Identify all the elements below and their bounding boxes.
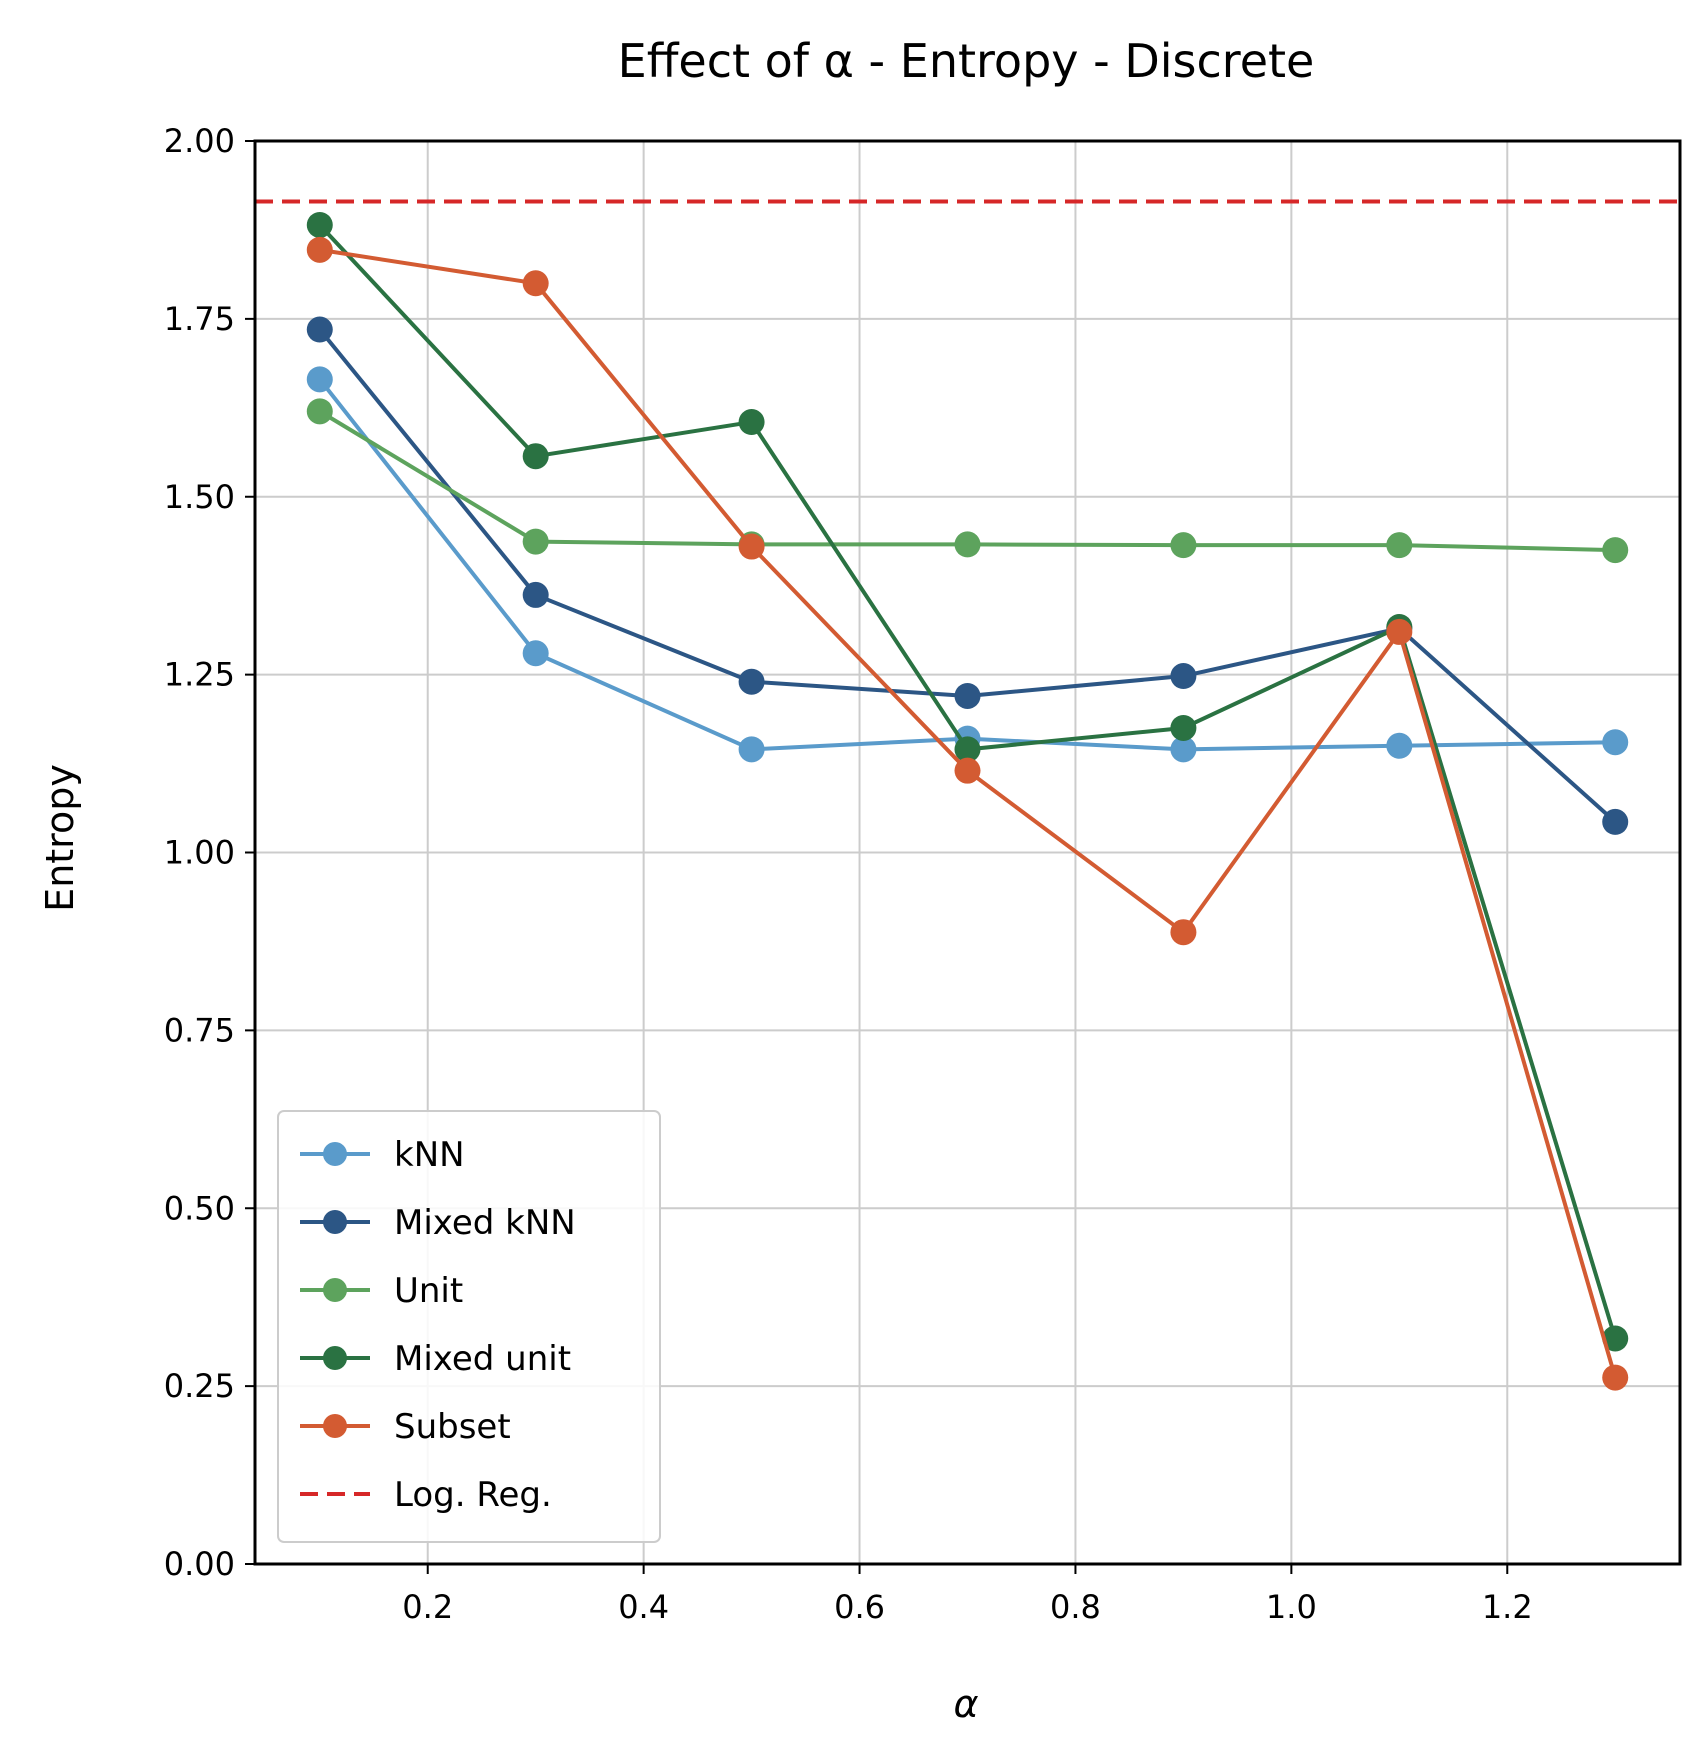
data-point-unit: [1170, 532, 1197, 559]
y-tick-label: 1.25: [164, 656, 235, 694]
y-axis: 0.00 0.25 0.50 0.75 1.00 1.25 1.50 1.75 2.00: [164, 122, 255, 1583]
data-point-mixed-knn: [522, 581, 549, 608]
data-point-unit: [1386, 532, 1413, 559]
data-point-knn: [522, 640, 549, 667]
data-point-subset: [1386, 618, 1413, 645]
legend-item-subset: Subset: [300, 1407, 511, 1447]
legend-label-subset: Subset: [394, 1407, 511, 1447]
data-point-unit: [954, 531, 981, 558]
y-tick-label: 1.50: [164, 478, 235, 516]
data-point-knn: [1386, 732, 1413, 759]
grid: [255, 140, 1680, 1565]
y-tick-label: 1.75: [164, 300, 235, 338]
data-point-knn: [1602, 729, 1629, 756]
data-point-subset: [1602, 1364, 1629, 1391]
data-point-mixed-unit: [954, 736, 981, 763]
data-point-knn: [738, 736, 765, 763]
legend-box: [277, 1110, 661, 1543]
x-tick-label: 1.0: [1266, 1588, 1317, 1626]
legend-label-mixed-unit: Mixed unit: [394, 1339, 571, 1379]
data-point-mixed-knn: [954, 682, 981, 709]
data-point-knn: [1170, 736, 1197, 763]
data-point-mixed-unit: [1602, 1325, 1629, 1352]
data-point-mixed-knn: [738, 668, 765, 695]
legend-marker-mixed-unit: [323, 1346, 347, 1370]
legend-label-knn: kNN: [394, 1135, 465, 1175]
y-tick-label: 0.00: [164, 1545, 235, 1583]
series-subset: [306, 236, 1629, 1391]
data-point-mixed-unit: [738, 409, 765, 436]
data-point-subset: [738, 533, 765, 560]
legend-marker-knn: [323, 1142, 347, 1166]
data-point-mixed-unit: [1170, 714, 1197, 741]
plot-area: [253, 139, 1682, 1566]
y-tick-label: 1.00: [164, 834, 235, 872]
chart-title: Effect of α - Entropy - Discrete: [618, 34, 1315, 88]
legend-item-mixed-knn: Mixed kNN: [300, 1203, 576, 1243]
data-point-subset: [522, 270, 549, 297]
series-group: [306, 211, 1629, 1391]
y-tick-label: 0.75: [164, 1011, 235, 1049]
legend-item-unit: Unit: [300, 1271, 463, 1311]
data-point-mixed-knn: [1170, 663, 1197, 690]
data-point-mixed-knn: [306, 316, 333, 343]
legend-label-mixed-knn: Mixed kNN: [394, 1203, 576, 1243]
y-tick-label: 2.00: [164, 122, 235, 160]
y-axis-label: Entropy: [38, 764, 82, 912]
y-tick-label: 0.25: [164, 1367, 235, 1405]
legend-label-unit: Unit: [394, 1271, 463, 1311]
x-tick-label: 1.2: [1482, 1588, 1533, 1626]
legend-marker-subset: [323, 1414, 347, 1438]
x-tick-label: 0.8: [1050, 1588, 1101, 1626]
x-tick-label: 0.6: [834, 1588, 885, 1626]
y-tick-label: 0.50: [164, 1189, 235, 1227]
data-point-knn: [306, 366, 333, 393]
x-tick-label: 0.4: [618, 1588, 669, 1626]
legend-item-mixed-unit: Mixed unit: [300, 1339, 571, 1379]
x-axis-label: α: [953, 1682, 978, 1726]
legend-item-knn: kNN: [300, 1135, 465, 1175]
x-tick-label: 0.2: [402, 1588, 453, 1626]
data-point-unit: [1602, 537, 1629, 564]
legend-marker-mixed-knn: [323, 1210, 347, 1234]
data-point-unit: [522, 528, 549, 555]
data-point-mixed-unit: [522, 443, 549, 470]
x-axis: 0.2 0.4 0.6 0.8 1.0 1.2: [402, 1564, 1533, 1626]
data-point-mixed-knn: [1602, 808, 1629, 835]
legend-label-log-reg-: Log. Reg.: [394, 1475, 552, 1515]
data-point-subset: [954, 757, 981, 784]
data-point-subset: [1170, 919, 1197, 946]
legend-item-log-reg-: Log. Reg.: [300, 1475, 552, 1515]
data-point-subset: [306, 236, 333, 263]
data-point-mixed-unit: [306, 211, 333, 238]
legend: kNN Mixed kNN Unit Mixed unit Subset Log. Reg…: [277, 1110, 661, 1543]
data-point-unit: [306, 398, 333, 425]
legend-marker-unit: [323, 1278, 347, 1302]
